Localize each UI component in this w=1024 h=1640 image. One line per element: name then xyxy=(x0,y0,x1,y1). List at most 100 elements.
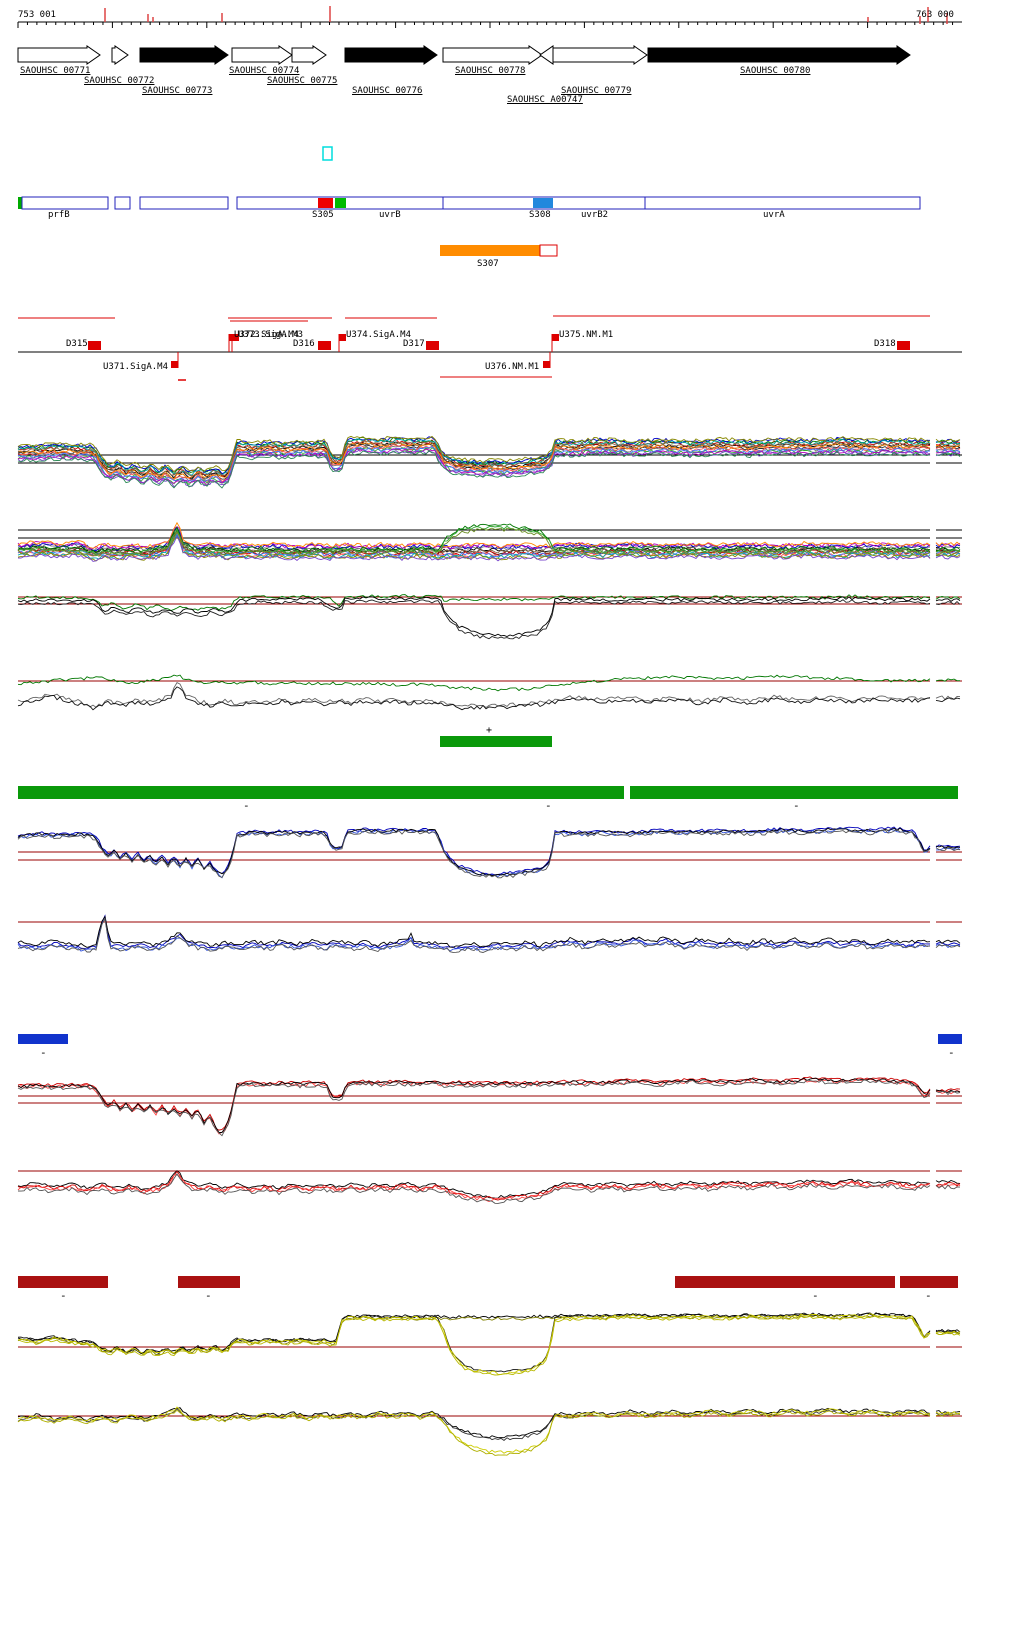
signal-line-right xyxy=(935,551,961,556)
signal-line xyxy=(17,1173,931,1204)
signal-line-right xyxy=(935,944,961,948)
annotation-box[interactable] xyxy=(236,196,921,210)
signal-line xyxy=(17,440,931,477)
ruler-end-coordinate: 763 000 xyxy=(916,10,954,20)
annotation-start-tick xyxy=(18,197,22,209)
signal-line xyxy=(17,1079,931,1137)
tss-d-marker[interactable] xyxy=(897,341,910,350)
tss-d-marker[interactable] xyxy=(426,341,439,350)
segment-blue-bar[interactable] xyxy=(18,1034,68,1044)
segment-darkred-bar[interactable] xyxy=(900,1276,958,1288)
signal-line-right xyxy=(935,697,961,703)
signal-line-right xyxy=(935,1330,961,1334)
signal-line-right xyxy=(935,554,961,560)
signal-line-right xyxy=(935,600,961,605)
signal-line xyxy=(17,1312,931,1373)
cyan-feature-box[interactable] xyxy=(322,146,333,161)
gene-arrow[interactable] xyxy=(17,45,101,65)
signal-line xyxy=(17,674,931,692)
signal-line-right xyxy=(935,1411,961,1415)
signal-line xyxy=(17,450,931,489)
signal-line-right xyxy=(935,438,961,443)
signal-line xyxy=(17,917,931,953)
signal-line xyxy=(17,1170,931,1201)
signal-line-right xyxy=(935,546,961,552)
segment-darkred-bar[interactable] xyxy=(18,1276,108,1288)
annotation-feature[interactable] xyxy=(533,198,553,208)
tss-flag[interactable] xyxy=(543,361,550,368)
signal-line-right xyxy=(935,939,961,944)
annotation-box[interactable] xyxy=(114,196,131,210)
signal-line xyxy=(17,594,931,611)
tss-flag[interactable] xyxy=(339,334,346,341)
signal-line xyxy=(17,1409,931,1456)
s307-outline-box[interactable] xyxy=(539,244,558,257)
signal-line xyxy=(17,686,931,711)
s307-bar[interactable] xyxy=(440,245,540,256)
signal-line xyxy=(17,527,931,557)
gene-arrow[interactable] xyxy=(291,45,327,65)
gene-arrow[interactable] xyxy=(647,45,911,65)
signal-line xyxy=(17,827,931,879)
signal-line xyxy=(17,438,931,476)
tss-d-marker[interactable] xyxy=(88,341,101,350)
signal-line xyxy=(17,915,931,948)
signal-line xyxy=(17,1170,931,1199)
signal-line xyxy=(17,441,931,480)
tss-d-marker[interactable] xyxy=(318,341,331,350)
signal-line xyxy=(17,1174,931,1202)
signal-line xyxy=(17,599,931,640)
gene-arrow[interactable] xyxy=(139,45,229,65)
tss-flag[interactable] xyxy=(552,334,559,341)
signal-line xyxy=(17,521,931,549)
signal-line-right xyxy=(935,1332,961,1336)
signal-line-right xyxy=(935,1329,961,1333)
signal-line-right xyxy=(935,678,960,682)
signal-line-right xyxy=(935,1328,961,1333)
signal-line xyxy=(17,523,931,554)
annotation-box[interactable] xyxy=(21,196,109,210)
signal-line-right xyxy=(935,844,961,848)
signal-line xyxy=(17,1077,931,1133)
segment-green-bar[interactable] xyxy=(18,786,624,799)
annotation-box[interactable] xyxy=(139,196,229,210)
signal-line xyxy=(17,537,931,562)
gene-arrow[interactable] xyxy=(231,45,293,65)
signal-line-right xyxy=(935,541,961,547)
gene-arrow[interactable] xyxy=(344,45,438,65)
signal-line-right xyxy=(935,440,961,446)
signal-line xyxy=(17,435,931,473)
gene-arrow[interactable] xyxy=(442,45,543,65)
signal-line-right xyxy=(935,1090,961,1096)
gene-arrow[interactable] xyxy=(111,45,129,65)
signal-line xyxy=(17,1407,931,1439)
segment-blue-bar[interactable] xyxy=(938,1034,962,1044)
signal-line-right xyxy=(935,1089,961,1093)
plus-segment-bar[interactable] xyxy=(440,736,552,747)
signal-line xyxy=(17,534,931,562)
signal-line-right xyxy=(935,598,961,602)
signal-line-right xyxy=(935,1184,961,1190)
signal-line-right xyxy=(935,845,961,849)
annotation-feature[interactable] xyxy=(335,198,346,208)
segment-darkred-bar[interactable] xyxy=(675,1276,895,1288)
gene-arrow[interactable] xyxy=(552,45,648,65)
segment-green-bar[interactable] xyxy=(630,786,958,799)
signal-line-right xyxy=(935,452,961,457)
signal-line xyxy=(17,1406,931,1454)
signal-line xyxy=(17,596,931,637)
plus-strand-marker: + xyxy=(486,725,493,736)
ruler-start-coordinate: 753 001 xyxy=(18,10,56,20)
annotation-feature[interactable] xyxy=(318,198,333,208)
signal-line-right xyxy=(935,695,961,701)
signal-line-right xyxy=(935,550,961,556)
signal-line xyxy=(17,914,931,950)
segment-darkred-bar[interactable] xyxy=(178,1276,240,1288)
tss-flag[interactable] xyxy=(171,361,178,368)
tss-flag[interactable] xyxy=(232,334,239,341)
signal-line xyxy=(17,828,931,879)
signal-line xyxy=(17,682,931,709)
signal-line-right xyxy=(935,846,961,852)
